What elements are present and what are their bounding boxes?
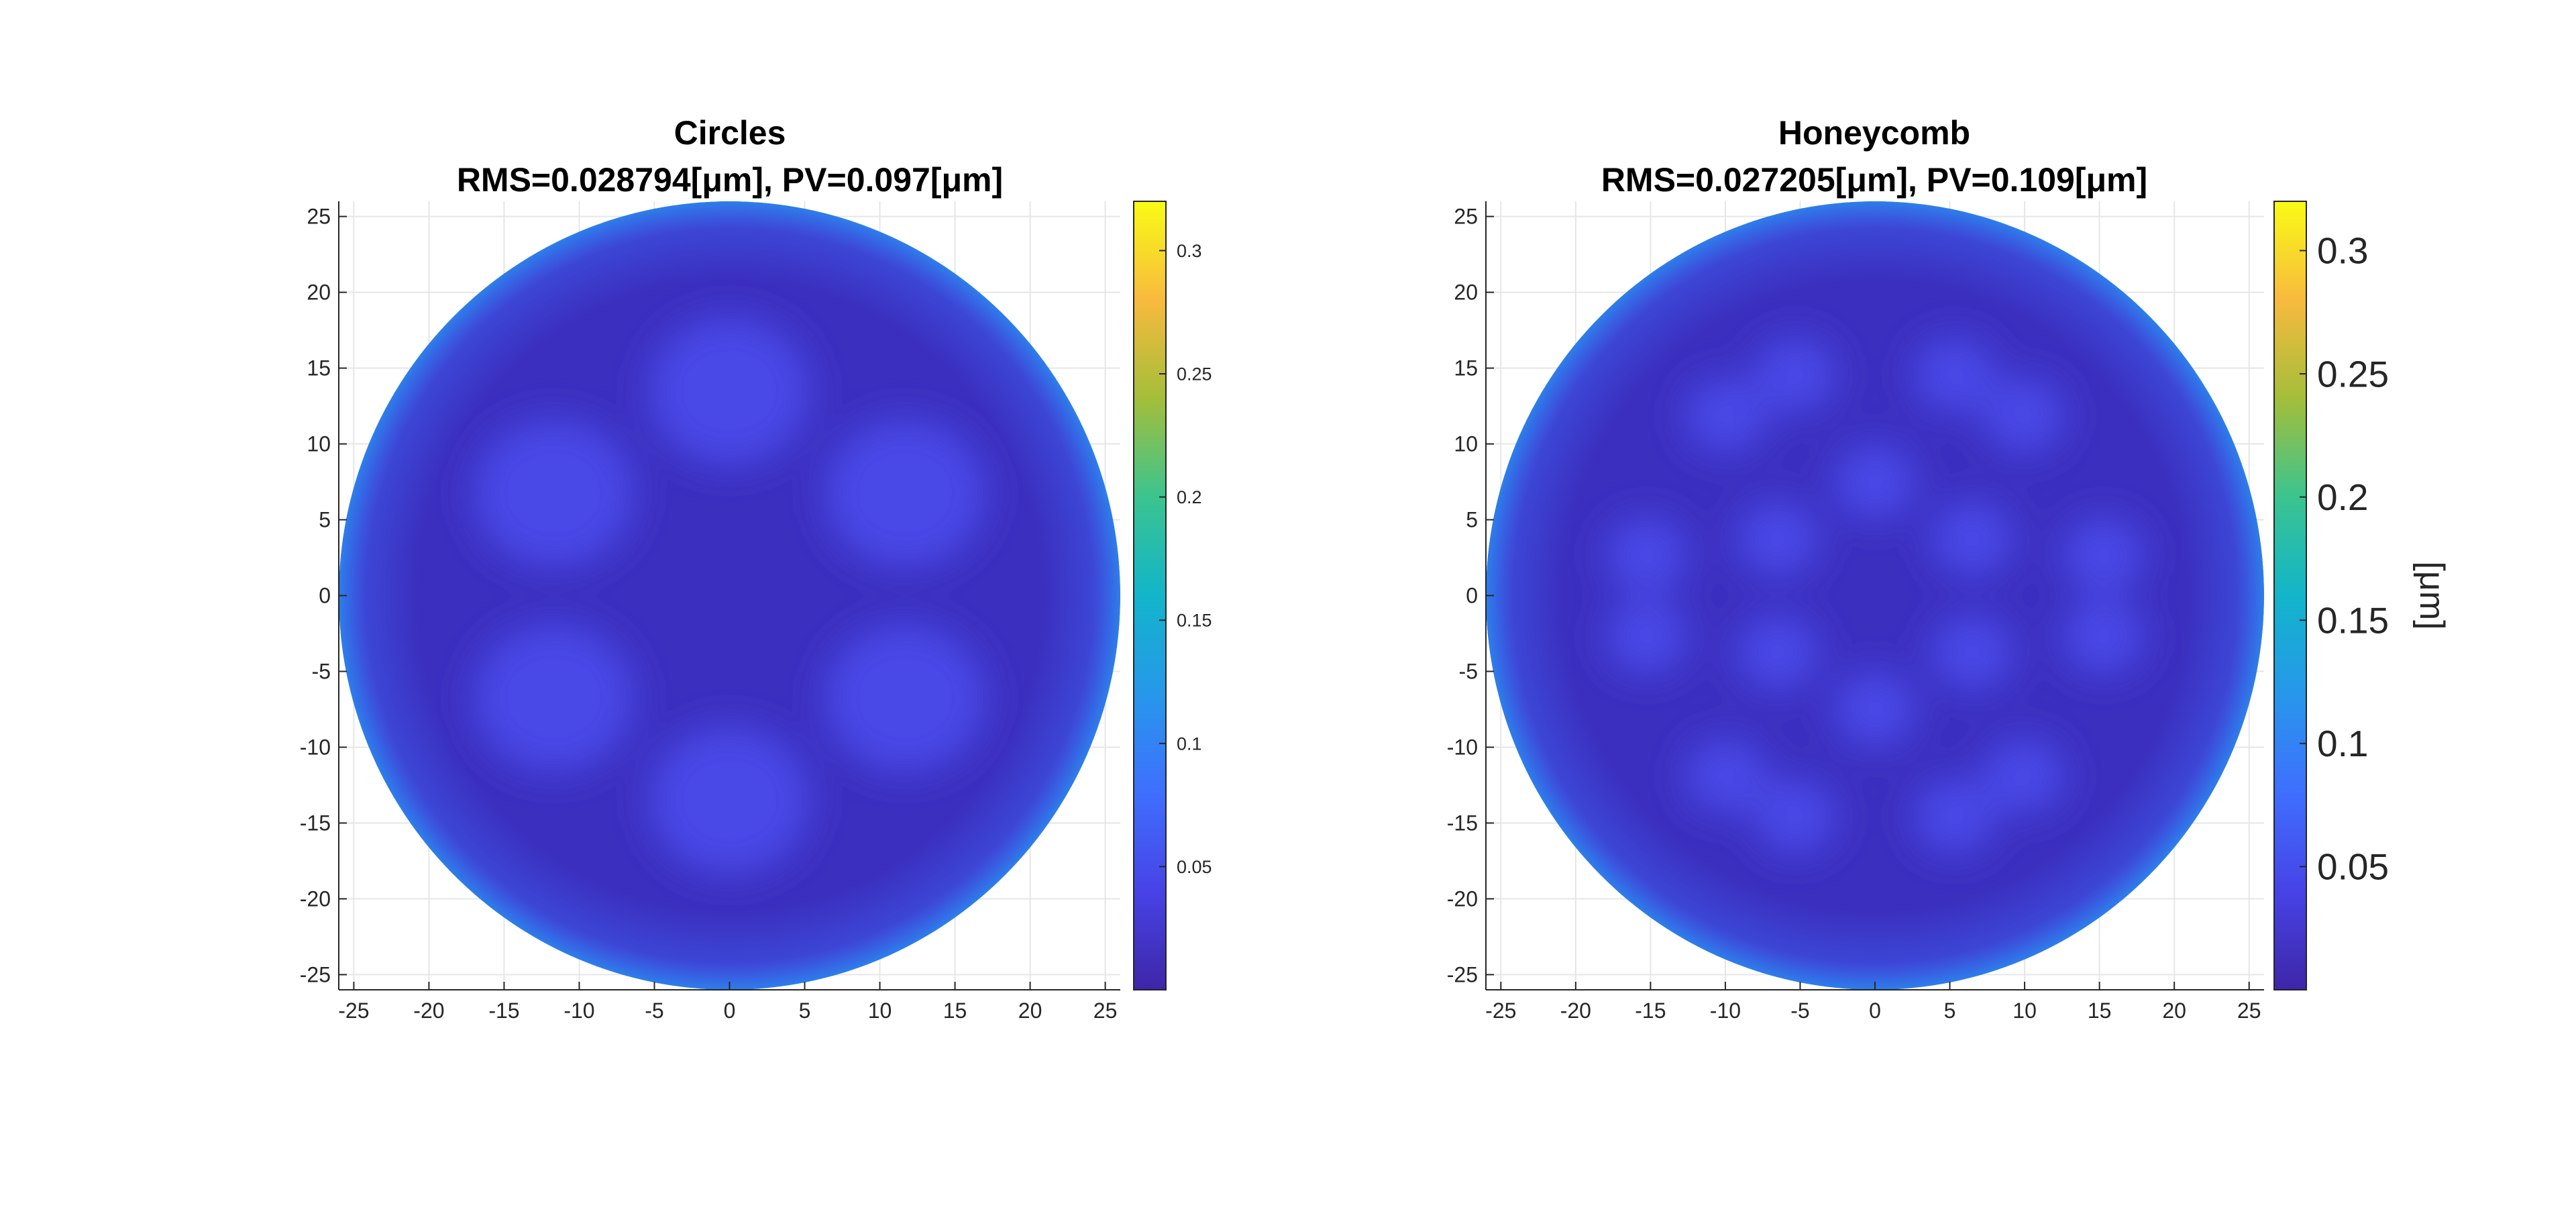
chart-subtitle: RMS=0.028794[μm], PV=0.097[μm] — [457, 161, 1003, 199]
y-tick-label: -5 — [1459, 659, 1478, 683]
colorbar-gradient — [1133, 201, 1167, 990]
x-tick-label: -15 — [1635, 999, 1666, 1023]
colorbar-tick-label: 0.05 — [2317, 846, 2389, 888]
colorbar-tick-label: 0.1 — [1177, 733, 1202, 754]
heatmap-plot: -25 -20 -15 -10 -5 0 5 10 15 20 25 -25 -20 -15 -10 -5 0 5… — [1447, 201, 2264, 1023]
colorbar-label: [μm] — [2412, 561, 2451, 629]
x-tick-label: 0 — [1869, 999, 1881, 1023]
x-tick-label: -5 — [1790, 999, 1809, 1023]
chart-subtitle: RMS=0.027205[μm], PV=0.109[μm] — [1601, 161, 2147, 199]
x-tick-label: 20 — [1018, 999, 1042, 1023]
chart-panel-honeycomb: Honeycomb RMS=0.027205[μm], PV=0.109[μm]… — [1447, 114, 2451, 1023]
colorbar-tick-label: 0.15 — [2317, 599, 2389, 641]
chart-title: Honeycomb — [1778, 114, 1970, 152]
colorbar-gradient — [2273, 201, 2307, 990]
colorbar-tick-label: 0.25 — [1177, 364, 1212, 384]
y-tick-label: 25 — [307, 205, 331, 229]
colorbar-tick-label: 0.2 — [2317, 476, 2368, 518]
y-tick-label: -20 — [1447, 886, 1478, 911]
x-tick-label: 0 — [724, 999, 736, 1023]
surface-edge — [339, 201, 1120, 990]
y-tick-label: 5 — [319, 508, 331, 532]
colorbar-tick-label: 0.3 — [2317, 230, 2368, 272]
surface-edge — [1486, 201, 2264, 990]
x-tick-label: -25 — [338, 999, 369, 1023]
x-tick-label: 5 — [1944, 999, 1956, 1023]
y-tick-label: -20 — [300, 886, 331, 911]
x-tick-label: 25 — [1093, 999, 1118, 1023]
y-tick-label: 15 — [1454, 356, 1478, 380]
x-tick-label: -10 — [1710, 999, 1741, 1023]
heatmap-plot: -25 -20 -15 -10 -5 0 5 10 15 20 25 -25 -20 -15 -10 -5 0 5… — [300, 201, 1120, 1023]
y-tick-label: -25 — [1447, 962, 1478, 986]
y-tick-label: 25 — [1454, 205, 1478, 229]
x-tick-label: -25 — [1485, 999, 1516, 1023]
colorbar-tick-label: 0.25 — [2317, 353, 2389, 395]
x-tick-label: -15 — [488, 999, 519, 1023]
x-tick-label: 15 — [943, 999, 967, 1023]
x-tick-label: 15 — [2088, 999, 2112, 1023]
x-tick-label: -10 — [564, 999, 594, 1023]
y-tick-label: 15 — [307, 356, 331, 380]
x-tick-label: -5 — [645, 999, 663, 1023]
x-tick-label: 25 — [2237, 999, 2261, 1023]
y-tick-label: 5 — [1466, 508, 1478, 532]
y-tick-label: -10 — [300, 735, 331, 759]
colorbar-tick-label: 0.15 — [1177, 611, 1212, 631]
y-ticks: -25 -20 -15 -10 -5 0 5 10 15 20 25 — [1447, 205, 1494, 986]
surface-map — [339, 201, 1120, 990]
x-ticks: -25 -20 -15 -10 -5 0 5 10 15 20 25 — [1485, 982, 2261, 1023]
y-tick-label: -10 — [1447, 735, 1478, 759]
y-tick-label: -5 — [312, 659, 331, 683]
y-ticks: -25 -20 -15 -10 -5 0 5 10 15 20 25 — [300, 205, 347, 986]
colorbar-tick-label: 0.1 — [2317, 723, 2368, 764]
surface-map — [1486, 201, 2264, 990]
x-tick-label: 20 — [2162, 999, 2186, 1023]
chart-title: Circles — [674, 114, 786, 152]
colorbar-tick-label: 0.3 — [1177, 241, 1202, 261]
colorbar: 0.05 0.1 0.15 0.2 0.25 0.3 — [1133, 201, 1212, 990]
y-tick-label: 0 — [319, 584, 331, 608]
y-tick-label: -15 — [300, 811, 331, 835]
x-tick-label: 5 — [799, 999, 811, 1023]
x-ticks: -25 -20 -15 -10 -5 0 5 10 15 20 25 — [338, 982, 1117, 1023]
x-tick-label: -20 — [413, 999, 444, 1023]
colorbar-tick-label: 0.05 — [1177, 857, 1212, 877]
y-tick-label: 0 — [1466, 584, 1478, 608]
y-tick-label: 10 — [1454, 432, 1478, 456]
y-tick-label: 10 — [307, 432, 331, 456]
chart-panel-circles: Circles RMS=0.028794[μm], PV=0.097[μm] -… — [300, 114, 1212, 1023]
colorbar-tick-label: 0.2 — [1177, 487, 1202, 507]
y-tick-label: -25 — [300, 962, 331, 986]
colorbar: 0.05 0.1 0.15 0.2 0.25 0.3 [μm] — [2273, 201, 2451, 990]
x-tick-label: 10 — [2012, 999, 2037, 1023]
y-tick-label: -15 — [1447, 811, 1478, 835]
y-tick-label: 20 — [1454, 281, 1478, 305]
y-tick-label: 20 — [307, 281, 331, 305]
x-tick-label: 10 — [868, 999, 892, 1023]
x-tick-label: -20 — [1560, 999, 1591, 1023]
